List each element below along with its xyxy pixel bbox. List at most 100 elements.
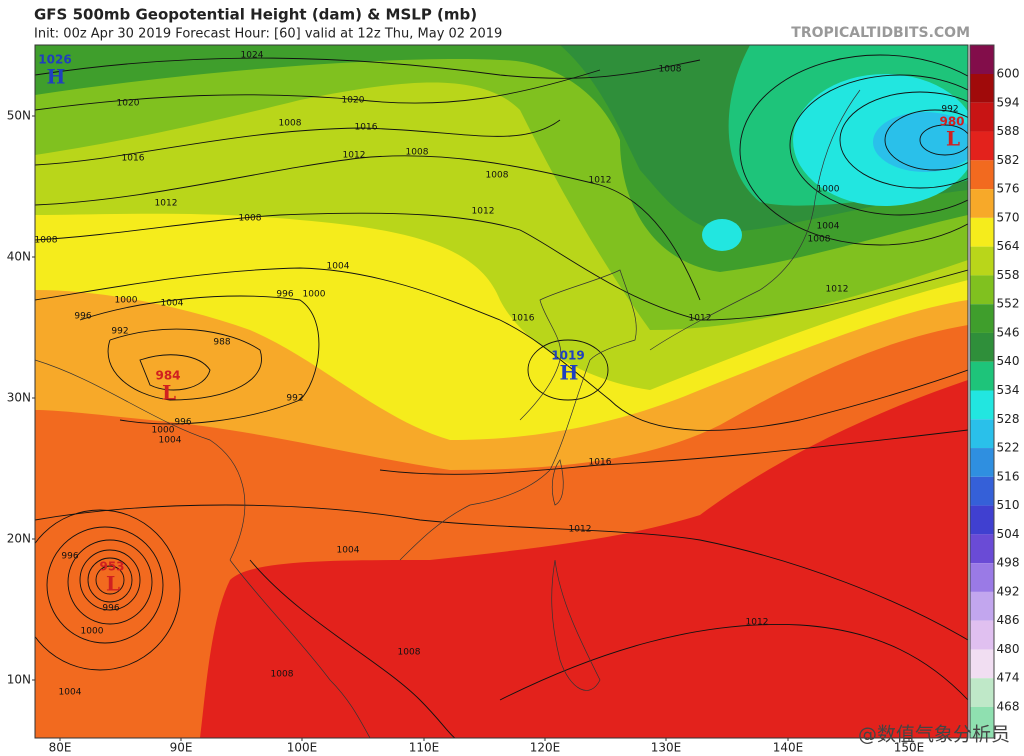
lat-label: 10N	[7, 673, 31, 687]
isobar-label: 1012	[589, 176, 612, 186]
colorbar-segment	[970, 534, 994, 564]
colorbar-label: 534	[997, 383, 1020, 397]
height-field	[35, 45, 968, 738]
colorbar-segment	[970, 649, 994, 679]
isobar-label: 996	[174, 418, 191, 428]
lon-label: 140E	[773, 741, 804, 755]
colorbar-label: 522	[997, 441, 1020, 455]
colorbar-label: 540	[997, 354, 1020, 368]
isobar-label: 1012	[343, 151, 366, 161]
colorbar-segment	[970, 620, 994, 650]
isobar-label: 1000	[81, 627, 104, 637]
isobar-label: 1012	[689, 314, 712, 324]
colorbar-segment	[970, 131, 994, 161]
isobar-label: 1016	[512, 314, 535, 324]
pressure-center-symbol: H	[560, 361, 579, 385]
watermark: @数值气象分析员	[858, 724, 1010, 746]
lon-label: 150E	[894, 741, 925, 755]
colorbar-segment	[970, 102, 994, 132]
isobar-label: 1016	[355, 123, 378, 133]
colorbar-segment	[970, 476, 994, 506]
colorbar-segment	[970, 160, 994, 190]
colorbar-label: 564	[997, 239, 1020, 253]
lat-label: 40N	[7, 250, 31, 264]
colorbar-label: 594	[997, 95, 1020, 109]
pressure-center-value: 1019	[551, 349, 584, 363]
isobar-label: 1000	[303, 290, 326, 300]
pressure-center-value: 953	[99, 560, 124, 574]
isobar-label: 996	[61, 552, 78, 562]
colorbar-segment	[970, 275, 994, 305]
isobar-label: 1004	[327, 262, 350, 272]
colorbar-label: 588	[997, 124, 1020, 138]
isobar-label: 1012	[569, 525, 592, 535]
isobar-label: 1000	[115, 296, 138, 306]
colorbar-label: 492	[997, 584, 1020, 598]
pressure-center-value: 980	[939, 115, 964, 129]
isobar-label: 1012	[746, 618, 769, 628]
coastlines	[35, 89, 861, 738]
field-534	[702, 219, 742, 251]
isobar-label: 1008	[486, 171, 509, 181]
colorbar-label: 480	[997, 642, 1020, 656]
colorbar-label: 546	[997, 325, 1020, 339]
colorbar-label: 498	[997, 556, 1020, 570]
credit: TROPICALTIDBITS.COM	[791, 25, 970, 41]
colorbar-label: 486	[997, 613, 1020, 627]
isobars	[35, 54, 968, 738]
colorbar-segment	[970, 361, 994, 391]
colorbar-segment	[970, 332, 994, 362]
lon-label: 110E	[409, 741, 440, 755]
lat-label: 20N	[7, 532, 31, 546]
isobar-label: 1008	[406, 148, 429, 158]
isobar-label: 988	[213, 338, 230, 348]
isobar-label: 996	[276, 290, 293, 300]
colorbar-label: 582	[997, 153, 1020, 167]
colorbar-segment	[970, 563, 994, 592]
isobar-label: 1004	[161, 299, 184, 309]
colorbar-segment	[970, 304, 994, 333]
colorbar-label: 570	[997, 210, 1020, 224]
isobar-label: 1008	[808, 235, 831, 245]
isobar-label: 1008	[398, 648, 421, 658]
lon-label: 80E	[49, 741, 72, 755]
pressure-center-symbol: L	[946, 127, 960, 151]
pressure-center-symbol: L	[106, 572, 120, 596]
isobar-label: 1004	[159, 436, 182, 446]
isobar-label: 1004	[337, 546, 360, 556]
colorbar-segment	[970, 678, 994, 707]
pressure-center-symbol: H	[47, 65, 66, 89]
colorbar-segment	[970, 390, 994, 420]
pressure-center-value: 1026	[38, 53, 71, 67]
pressure-center-value: 984	[155, 369, 180, 383]
isobar-label: 1008	[659, 65, 682, 75]
lon-label: 130E	[651, 741, 682, 755]
colorbar: 600 594 588 582 576 570 564 558 552 546 540 534 528 5…	[969, 44, 1020, 739]
colorbar-label: 528	[997, 412, 1020, 426]
isobar-label: 996	[102, 604, 119, 614]
isobar-label: 992	[941, 105, 958, 115]
isobar-label: 992	[286, 394, 303, 404]
pressure-center-symbol: L	[162, 381, 176, 405]
lon-label: 100E	[287, 741, 318, 755]
colorbar-label: 558	[997, 268, 1020, 282]
isobar-label: 1012	[826, 285, 849, 295]
colorbar-segment	[970, 189, 994, 218]
lon-label: 120E	[530, 741, 561, 755]
colorbar-label: 474	[997, 671, 1020, 685]
map-frame	[34, 44, 969, 739]
colorbar-frame	[969, 44, 995, 739]
isobar-label: 1024	[241, 51, 264, 61]
colorbar-segment	[970, 217, 994, 247]
map-title: GFS 500mb Geopotential Height (dam) & MS…	[34, 6, 477, 24]
colorbar-label: 516	[997, 469, 1020, 483]
colorbar-label: 576	[997, 182, 1020, 196]
colorbar-segment	[970, 246, 994, 276]
lat-label: 50N	[7, 109, 31, 123]
colorbar-segment	[970, 419, 994, 449]
isobar-label: 1016	[589, 458, 612, 468]
colorbar-segment	[970, 591, 994, 621]
isobar-label: 1020	[117, 99, 140, 109]
lat-label: 30N	[7, 391, 31, 405]
